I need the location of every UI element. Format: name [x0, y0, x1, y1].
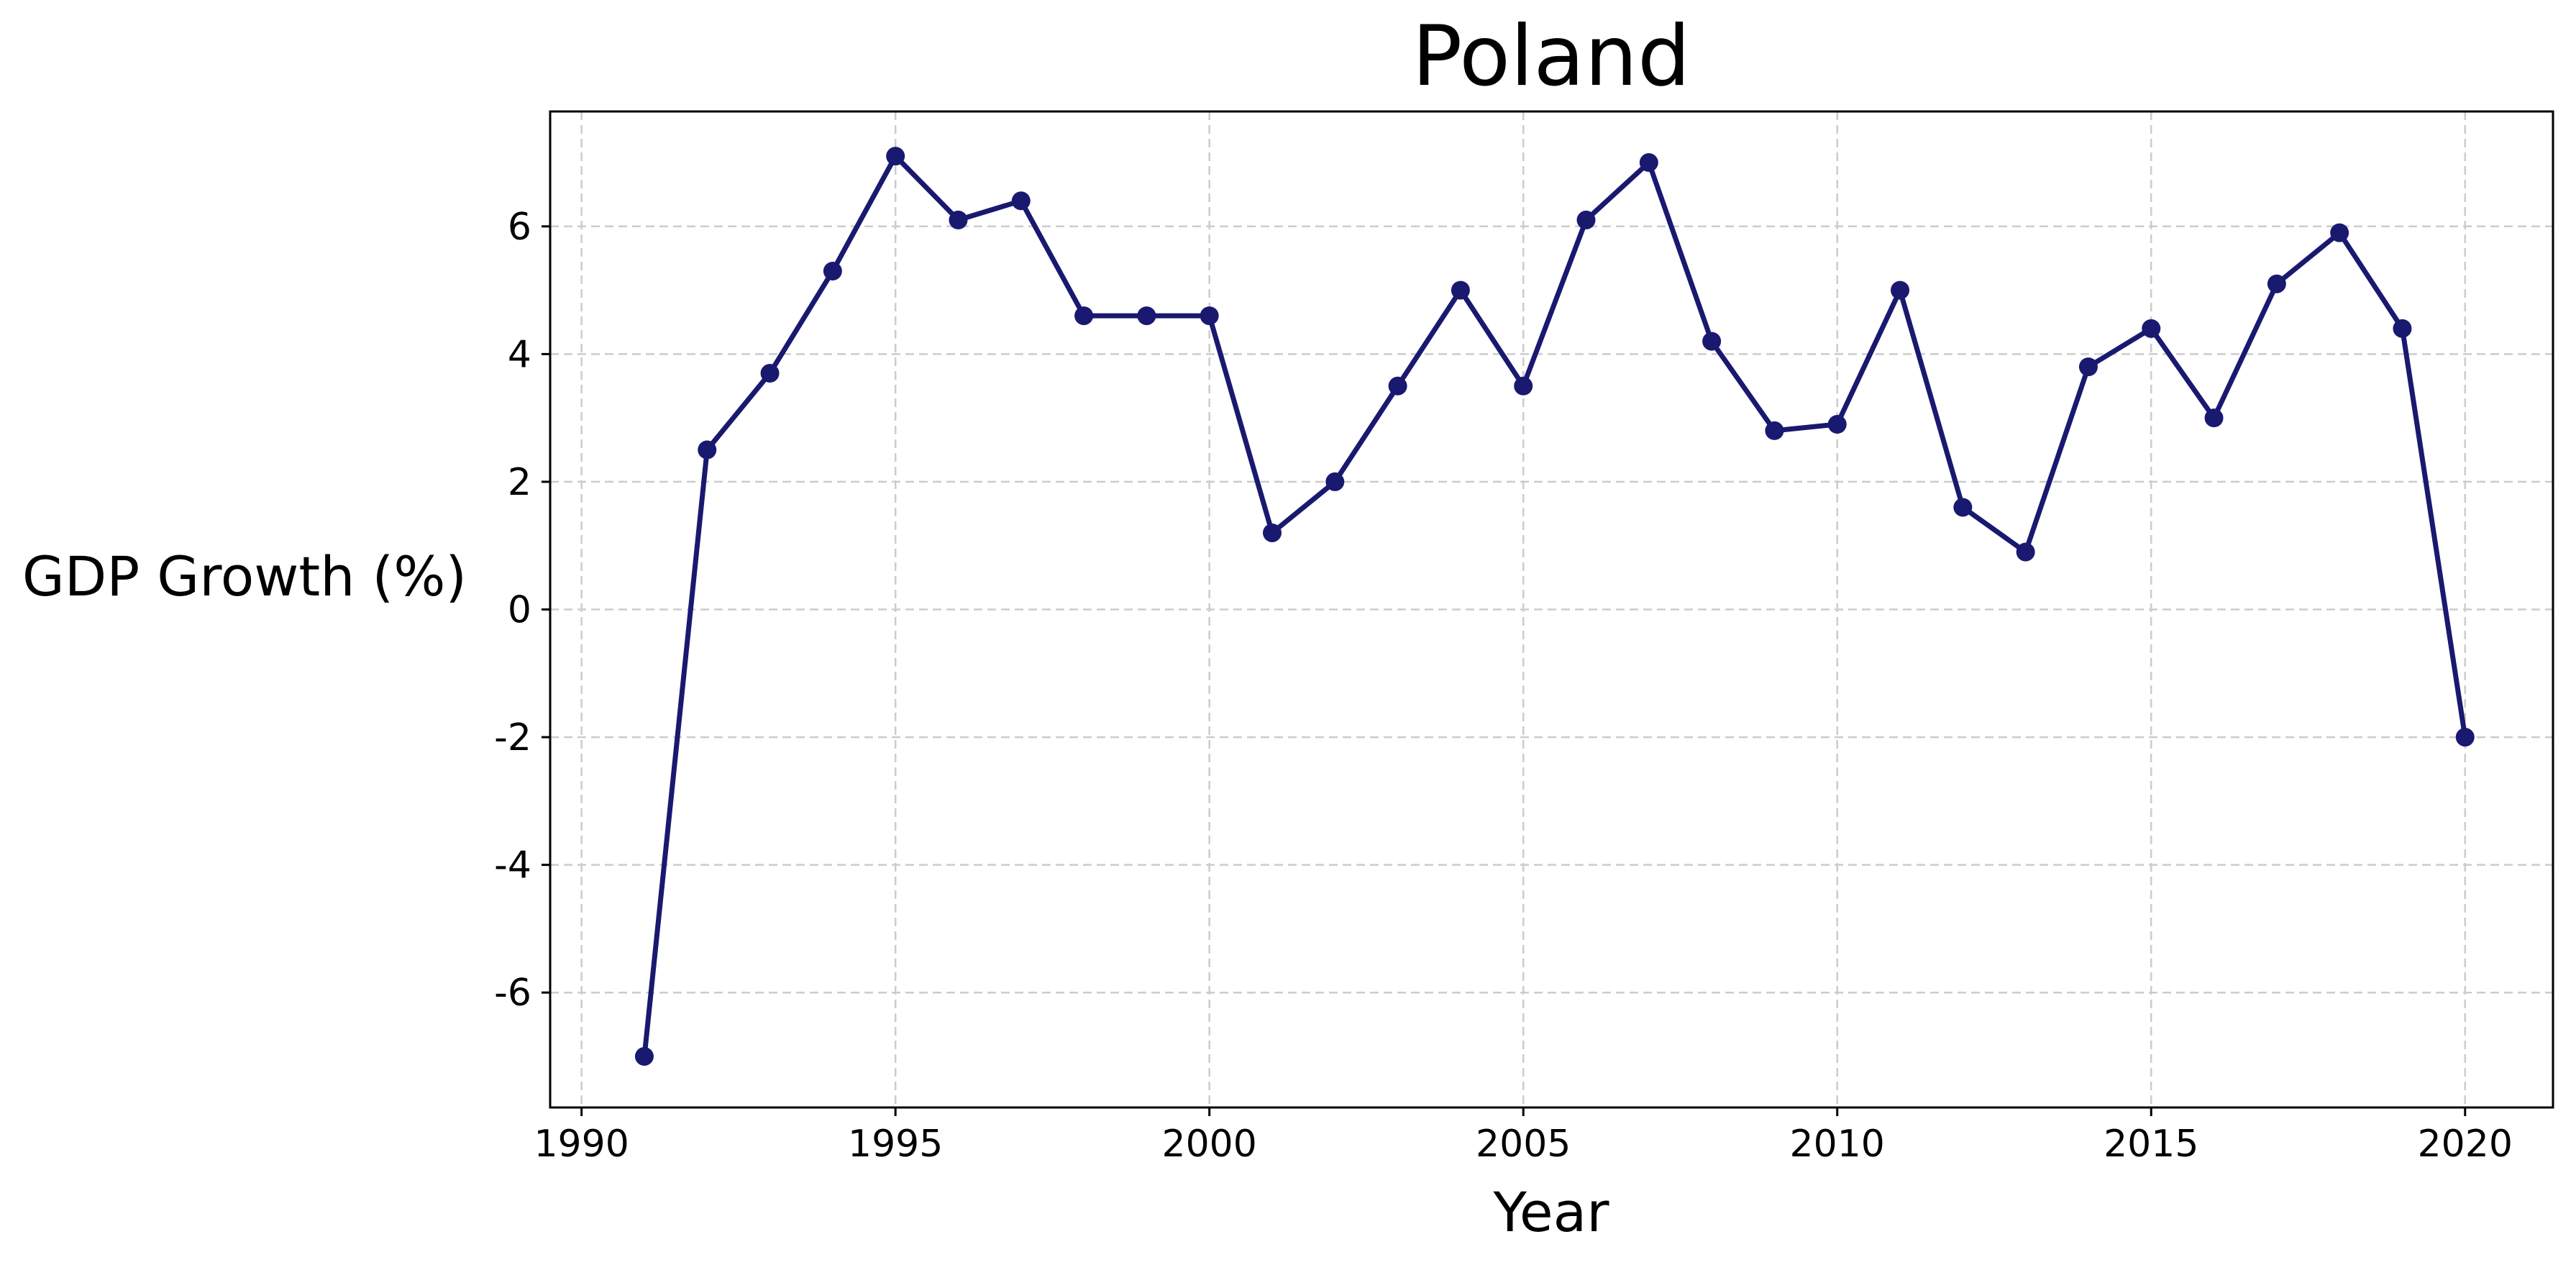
- data-point: [760, 364, 780, 383]
- data-point: [1451, 280, 1470, 300]
- data-point: [2267, 274, 2286, 293]
- y-tick-label: 2: [508, 461, 531, 504]
- data-point: [1765, 421, 1784, 440]
- data-point: [2204, 408, 2224, 428]
- y-tick-label: -6: [494, 972, 531, 1015]
- data-point: [1388, 376, 1407, 396]
- data-point: [2016, 542, 2035, 562]
- x-tick-label: 2000: [1162, 1123, 1257, 1166]
- data-point: [1514, 376, 1533, 396]
- plot-area-frame: [549, 110, 2554, 1109]
- x-tick-label: 2005: [1476, 1123, 1571, 1166]
- data-point: [2330, 223, 2349, 242]
- y-axis-title: GDP Growth (%): [22, 544, 467, 608]
- data-point: [1325, 472, 1345, 491]
- x-tick-label: 2020: [2418, 1123, 2513, 1166]
- data-point: [2078, 357, 2098, 377]
- data-point: [1827, 415, 1847, 434]
- data-point: [2142, 319, 2161, 338]
- data-point: [1891, 280, 1910, 300]
- x-tick-label: 1995: [848, 1123, 943, 1166]
- x-tick-label: 2010: [1790, 1123, 1885, 1166]
- series-group: [634, 147, 2475, 1066]
- axis-ticks: 1990 1995 2000 2005 2010 2015 2020 -6 -4 -2 0 2 4 6: [494, 206, 2513, 1166]
- data-point: [1576, 210, 1596, 229]
- data-point: [823, 261, 842, 280]
- y-tick-label: -4: [494, 844, 531, 887]
- y-tick-label: -2: [494, 716, 531, 759]
- chart-title: Poland: [1412, 8, 1690, 105]
- data-point: [698, 440, 717, 460]
- data-point: [1200, 306, 1219, 326]
- data-point: [1639, 153, 1658, 173]
- x-axis-title: Year: [1493, 1180, 1610, 1244]
- data-point: [634, 1046, 654, 1066]
- data-point: [1953, 498, 1973, 517]
- x-tick-label: 2015: [2104, 1123, 2198, 1166]
- data-point: [1262, 523, 1282, 542]
- y-tick-label: 4: [508, 333, 531, 376]
- y-tick-label: 6: [508, 206, 531, 249]
- data-point: [1137, 306, 1156, 326]
- data-point: [1702, 332, 1722, 351]
- data-point: [1074, 306, 1094, 326]
- x-tick-label: 1990: [534, 1123, 629, 1166]
- grid-lines: [550, 111, 2553, 1107]
- data-point: [886, 147, 905, 166]
- data-point: [1011, 191, 1031, 211]
- series-line: [641, 153, 2468, 1059]
- data-point: [949, 210, 968, 229]
- data-point: [2455, 728, 2475, 747]
- y-tick-label: 0: [508, 589, 531, 632]
- data-point: [2393, 319, 2412, 338]
